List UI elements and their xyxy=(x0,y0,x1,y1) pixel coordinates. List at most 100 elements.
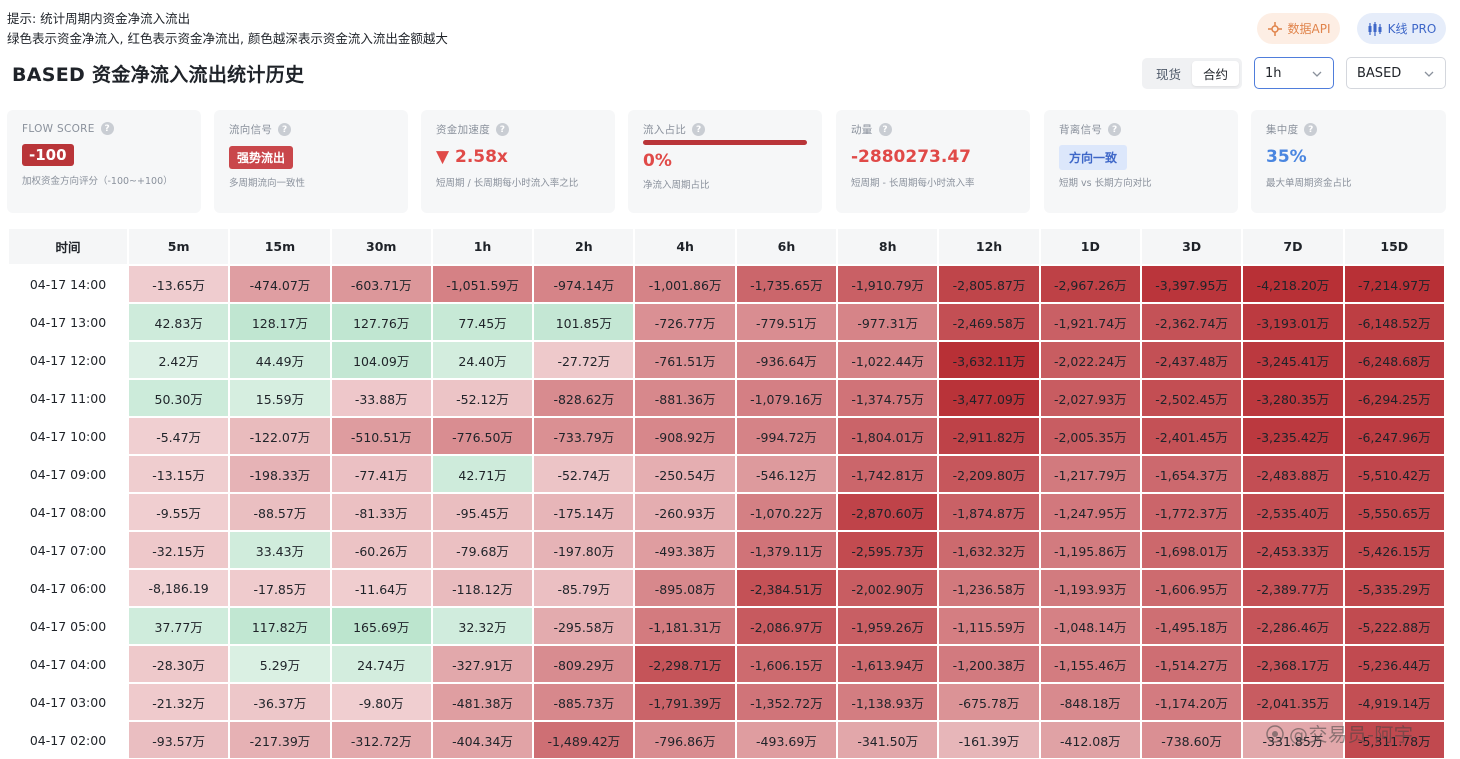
flow-cell[interactable]: -2,362.74万 xyxy=(1139,302,1244,342)
flow-cell[interactable]: -5,550.65万 xyxy=(1342,492,1447,532)
flow-cell[interactable]: -3,477.09万 xyxy=(937,378,1041,418)
flow-cell[interactable]: -481.38万 xyxy=(430,682,535,722)
flow-cell[interactable]: -1,489.42万 xyxy=(532,720,636,759)
flow-cell[interactable]: -1,079.16万 xyxy=(734,378,839,418)
flow-cell[interactable]: -493.69万 xyxy=(734,720,839,759)
flow-cell[interactable]: -1,200.38万 xyxy=(937,644,1041,684)
flow-cell[interactable]: 128.17万 xyxy=(228,302,332,342)
flow-cell[interactable]: -3,280.35万 xyxy=(1241,378,1345,418)
flow-cell[interactable]: -95.45万 xyxy=(430,492,535,532)
flow-cell[interactable]: -881.36万 xyxy=(633,378,737,418)
flow-cell[interactable]: -1,193.93万 xyxy=(1038,568,1142,608)
flow-cell[interactable]: -895.08万 xyxy=(633,568,737,608)
flow-cell[interactable]: -17.85万 xyxy=(228,568,332,608)
flow-cell[interactable]: -1,174.20万 xyxy=(1139,682,1244,722)
flow-cell[interactable]: -779.51万 xyxy=(734,302,839,342)
flow-cell[interactable]: -1,514.27万 xyxy=(1139,644,1244,684)
flow-cell[interactable]: -1,155.46万 xyxy=(1038,644,1142,684)
symbol-select[interactable]: BASED xyxy=(1346,57,1446,89)
flow-cell[interactable]: -2,483.88万 xyxy=(1241,454,1345,494)
flow-cell[interactable]: -122.07万 xyxy=(228,416,332,456)
flow-cell[interactable]: -1,195.86万 xyxy=(1038,530,1142,570)
flow-cell[interactable]: -81.33万 xyxy=(329,492,433,532)
flow-cell[interactable]: -1,959.26万 xyxy=(836,606,940,646)
flow-cell[interactable]: -36.37万 xyxy=(228,682,332,722)
flow-cell[interactable]: -27.72万 xyxy=(532,340,636,380)
flow-cell[interactable]: -2,286.46万 xyxy=(1241,606,1345,646)
flow-cell[interactable]: 42.71万 xyxy=(430,454,535,494)
flow-cell[interactable]: -908.92万 xyxy=(633,416,737,456)
flow-cell[interactable]: -1,001.86万 xyxy=(633,264,737,304)
flow-cell[interactable]: -2,041.35万 xyxy=(1241,682,1345,722)
flow-cell[interactable]: -546.12万 xyxy=(734,454,839,494)
flow-cell[interactable]: -828.62万 xyxy=(532,378,636,418)
flow-cell[interactable]: -603.71万 xyxy=(329,264,433,304)
flow-cell[interactable]: 44.49万 xyxy=(228,340,332,380)
flow-cell[interactable]: -331.85万 xyxy=(1241,720,1345,759)
help-icon[interactable]: ? xyxy=(496,123,509,136)
flow-cell[interactable]: -776.50万 xyxy=(430,416,535,456)
flow-cell[interactable]: -1,742.81万 xyxy=(836,454,940,494)
flow-cell[interactable]: -738.60万 xyxy=(1139,720,1244,759)
flow-cell[interactable]: -1,495.18万 xyxy=(1139,606,1244,646)
help-icon[interactable]: ? xyxy=(278,123,292,136)
flow-cell[interactable]: 24.74万 xyxy=(329,644,433,684)
flow-cell[interactable]: -1,921.74万 xyxy=(1038,302,1142,342)
flow-cell[interactable]: -2,298.71万 xyxy=(633,644,737,684)
flow-cell[interactable]: -3,193.01万 xyxy=(1241,302,1345,342)
flow-cell[interactable]: -5,311.78万 xyxy=(1342,720,1447,759)
flow-cell[interactable]: 165.69万 xyxy=(329,606,433,646)
flow-cell[interactable]: -52.12万 xyxy=(430,378,535,418)
flow-cell[interactable]: -733.79万 xyxy=(532,416,636,456)
flow-cell[interactable]: -6,294.25万 xyxy=(1342,378,1447,418)
flow-cell[interactable]: -32.15万 xyxy=(126,530,231,570)
flow-cell[interactable]: -250.54万 xyxy=(633,454,737,494)
contract-toggle[interactable]: 合约 xyxy=(1192,61,1239,86)
flow-cell[interactable]: -1,654.37万 xyxy=(1139,454,1244,494)
flow-cell[interactable]: -474.07万 xyxy=(228,264,332,304)
flow-cell[interactable]: -77.41万 xyxy=(329,454,433,494)
flow-cell[interactable]: -1,772.37万 xyxy=(1139,492,1244,532)
flow-cell[interactable]: 77.45万 xyxy=(430,302,535,342)
flow-cell[interactable]: -1,910.79万 xyxy=(836,264,940,304)
flow-cell[interactable]: -1,048.14万 xyxy=(1038,606,1142,646)
flow-cell[interactable]: -2,870.60万 xyxy=(836,492,940,532)
flow-cell[interactable]: -5,510.42万 xyxy=(1342,454,1447,494)
flow-cell[interactable]: -327.91万 xyxy=(430,644,535,684)
flow-cell[interactable]: -2,209.80万 xyxy=(937,454,1041,494)
flow-cell[interactable]: -93.57万 xyxy=(126,720,231,759)
flow-cell[interactable]: -412.08万 xyxy=(1038,720,1142,759)
flow-cell[interactable]: -60.26万 xyxy=(329,530,433,570)
flow-cell[interactable]: 5.29万 xyxy=(228,644,332,684)
flow-cell[interactable]: -796.86万 xyxy=(633,720,737,759)
flow-cell[interactable]: -33.88万 xyxy=(329,378,433,418)
flow-cell[interactable]: -2,469.58万 xyxy=(937,302,1041,342)
help-icon[interactable]: ? xyxy=(100,122,114,135)
kline-pro-button[interactable]: K线 PRO xyxy=(1357,13,1446,44)
flow-cell[interactable]: -28.30万 xyxy=(126,644,231,684)
flow-cell[interactable]: -2,805.87万 xyxy=(937,264,1041,304)
flow-cell[interactable]: -1,247.95万 xyxy=(1038,492,1142,532)
flow-cell[interactable]: -52.74万 xyxy=(532,454,636,494)
flow-cell[interactable]: 24.40万 xyxy=(430,340,535,380)
help-icon[interactable]: ? xyxy=(1108,123,1122,136)
flow-cell[interactable]: -1,791.39万 xyxy=(633,682,737,722)
help-icon[interactable]: ? xyxy=(878,123,892,136)
flow-cell[interactable]: -1,217.79万 xyxy=(1038,454,1142,494)
flow-cell[interactable]: -295.58万 xyxy=(532,606,636,646)
timeframe-select[interactable]: 1h xyxy=(1254,57,1334,89)
flow-cell[interactable]: -13.65万 xyxy=(126,264,231,304)
flow-cell[interactable]: -1,352.72万 xyxy=(734,682,839,722)
flow-cell[interactable]: -885.73万 xyxy=(532,682,636,722)
flow-cell[interactable]: -6,248.68万 xyxy=(1342,340,1447,380)
flow-cell[interactable]: -1,613.94万 xyxy=(836,644,940,684)
flow-cell[interactable]: -1,181.31万 xyxy=(633,606,737,646)
flow-cell[interactable]: -1,735.65万 xyxy=(734,264,839,304)
flow-cell[interactable]: -260.93万 xyxy=(633,492,737,532)
flow-cell[interactable]: 101.85万 xyxy=(532,302,636,342)
flow-cell[interactable]: -79.68万 xyxy=(430,530,535,570)
flow-cell[interactable]: -2,453.33万 xyxy=(1241,530,1345,570)
flow-cell[interactable]: 15.59万 xyxy=(228,378,332,418)
flow-cell[interactable]: -2,967.26万 xyxy=(1038,264,1142,304)
flow-cell[interactable]: -175.14万 xyxy=(532,492,636,532)
